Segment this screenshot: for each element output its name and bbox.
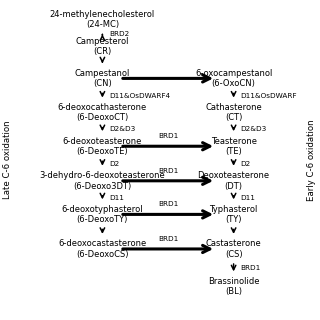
Text: D2: D2	[241, 161, 251, 166]
Text: BRD1: BRD1	[158, 133, 178, 139]
Text: Late C-6 oxidation: Late C-6 oxidation	[4, 121, 12, 199]
Text: Typhasterol
(TY): Typhasterol (TY)	[209, 205, 258, 224]
Text: D11: D11	[241, 195, 255, 201]
Text: Castasterone
(CS): Castasterone (CS)	[206, 239, 261, 259]
Text: D2&D3: D2&D3	[241, 126, 267, 132]
Text: Cathasterone
(CT): Cathasterone (CT)	[205, 103, 262, 122]
Text: BRD1: BRD1	[241, 265, 261, 271]
Text: BRD1: BRD1	[158, 236, 178, 242]
Text: 6-deoxocastasterone
(6-DeoxoCS): 6-deoxocastasterone (6-DeoxoCS)	[58, 239, 147, 259]
Text: 24-methylenecholesterol
(24-MC): 24-methylenecholesterol (24-MC)	[50, 10, 155, 29]
Text: Campestanol
(CN): Campestanol (CN)	[75, 69, 130, 88]
Text: 6-oxocampestanol
(6-OxoCN): 6-oxocampestanol (6-OxoCN)	[195, 69, 272, 88]
Text: BRD1: BRD1	[158, 201, 178, 207]
Text: 6-deoxotyphasterol
(6-DeoxoTY): 6-deoxotyphasterol (6-DeoxoTY)	[61, 205, 143, 224]
Text: D2: D2	[109, 161, 120, 166]
Text: Early C-6 oxidation: Early C-6 oxidation	[308, 119, 316, 201]
Text: Teasterone
(TE): Teasterone (TE)	[211, 137, 257, 156]
Text: 6-deoxoteasterone
(6-DeoxoTE): 6-deoxoteasterone (6-DeoxoTE)	[63, 137, 142, 156]
Text: Deoxoteasterone
(DT): Deoxoteasterone (DT)	[197, 171, 270, 190]
Text: BRD2: BRD2	[109, 31, 130, 37]
Text: Campesterol
(CR): Campesterol (CR)	[76, 37, 129, 56]
Text: D11: D11	[109, 195, 124, 201]
Text: Brassinolide
(BL): Brassinolide (BL)	[208, 277, 259, 296]
Text: 6-deoxocathasterone
(6-DeoxoCT): 6-deoxocathasterone (6-DeoxoCT)	[58, 103, 147, 122]
Text: 3-dehydro-6-deoxoteasterone
(6-Deoxo3DT): 3-dehydro-6-deoxoteasterone (6-Deoxo3DT)	[40, 171, 165, 190]
Text: D11&OsDWARF: D11&OsDWARF	[241, 92, 297, 99]
Text: BRD1: BRD1	[158, 168, 178, 174]
Text: D2&D3: D2&D3	[109, 126, 136, 132]
Text: D11&OsDWARF4: D11&OsDWARF4	[109, 92, 171, 99]
